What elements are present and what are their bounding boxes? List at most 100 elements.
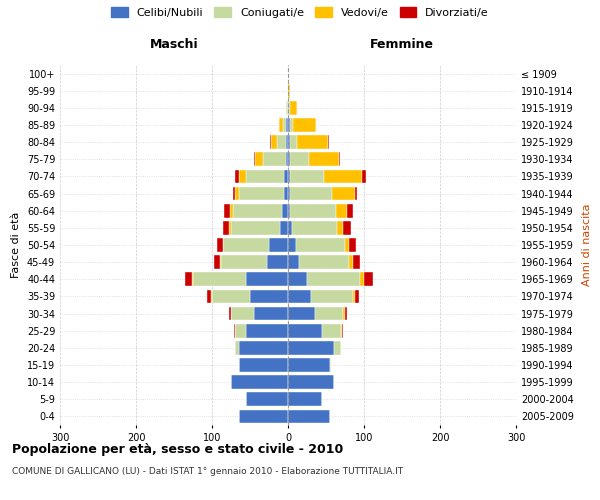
Bar [290, 101, 297, 114]
Bar [208, 290, 211, 304]
Bar [239, 341, 288, 354]
Bar [336, 204, 347, 218]
Bar [297, 136, 328, 149]
Bar [288, 272, 307, 286]
Bar [345, 238, 349, 252]
Bar [269, 238, 288, 252]
Y-axis label: Anni di nascita: Anni di nascita [582, 204, 592, 286]
Bar [239, 186, 284, 200]
Y-axis label: Fasce di età: Fasce di età [11, 212, 21, 278]
Bar [362, 170, 365, 183]
Text: Popolazione per età, sesso e stato civile - 2010: Popolazione per età, sesso e stato civil… [12, 442, 343, 456]
Bar [233, 186, 235, 200]
Bar [308, 152, 339, 166]
Bar [353, 256, 360, 269]
Bar [334, 341, 341, 354]
Bar [246, 324, 288, 338]
Bar [212, 290, 250, 304]
Bar [230, 204, 233, 218]
Bar [277, 136, 286, 149]
Bar [221, 256, 267, 269]
Bar [223, 238, 269, 252]
Bar [224, 204, 230, 218]
Bar [339, 152, 340, 166]
Bar [250, 290, 288, 304]
Bar [288, 341, 334, 354]
Bar [231, 376, 288, 389]
Text: Femmine: Femmine [370, 38, 434, 52]
Bar [290, 170, 324, 183]
Bar [332, 186, 355, 200]
Bar [290, 136, 297, 149]
Bar [192, 272, 193, 286]
Bar [286, 101, 288, 114]
Bar [271, 136, 277, 149]
Bar [233, 204, 282, 218]
Bar [288, 186, 290, 200]
Bar [360, 272, 364, 286]
Bar [322, 324, 341, 338]
Bar [293, 118, 316, 132]
Bar [288, 136, 290, 149]
Bar [254, 152, 256, 166]
Bar [349, 256, 353, 269]
Bar [292, 221, 337, 234]
Bar [288, 358, 330, 372]
Bar [229, 221, 231, 234]
Bar [231, 306, 254, 320]
Bar [246, 272, 288, 286]
Bar [288, 290, 311, 304]
Bar [299, 256, 349, 269]
Bar [235, 186, 239, 200]
Bar [267, 256, 288, 269]
Bar [288, 306, 314, 320]
Bar [288, 84, 290, 98]
Bar [235, 324, 246, 338]
Bar [355, 290, 359, 304]
Bar [284, 170, 288, 183]
Bar [290, 118, 293, 132]
Bar [337, 221, 343, 234]
Bar [349, 238, 356, 252]
Bar [347, 204, 353, 218]
Bar [343, 306, 345, 320]
Bar [286, 152, 288, 166]
Text: Maschi: Maschi [149, 38, 199, 52]
Bar [364, 272, 373, 286]
Bar [256, 152, 263, 166]
Bar [288, 410, 330, 424]
Bar [284, 186, 288, 200]
Bar [214, 256, 220, 269]
Bar [290, 204, 336, 218]
Bar [263, 152, 286, 166]
Bar [343, 221, 351, 234]
Bar [288, 152, 290, 166]
Bar [220, 256, 221, 269]
Bar [286, 136, 288, 149]
Bar [280, 221, 288, 234]
Text: COMUNE DI GALLICANO (LU) - Dati ISTAT 1° gennaio 2010 - Elaborazione TUTTITALIA.: COMUNE DI GALLICANO (LU) - Dati ISTAT 1°… [12, 468, 403, 476]
Bar [235, 170, 239, 183]
Bar [288, 376, 334, 389]
Bar [254, 306, 288, 320]
Bar [288, 204, 290, 218]
Bar [288, 101, 290, 114]
Bar [314, 306, 343, 320]
Bar [270, 136, 271, 149]
Bar [330, 358, 331, 372]
Bar [185, 272, 192, 286]
Bar [341, 324, 342, 338]
Bar [290, 186, 332, 200]
Bar [231, 221, 280, 234]
Bar [239, 410, 288, 424]
Bar [286, 118, 288, 132]
Bar [229, 306, 231, 320]
Bar [342, 324, 343, 338]
Bar [193, 272, 246, 286]
Bar [288, 221, 292, 234]
Bar [223, 221, 229, 234]
Bar [234, 324, 235, 338]
Bar [328, 136, 329, 149]
Bar [345, 306, 347, 320]
Bar [355, 186, 357, 200]
